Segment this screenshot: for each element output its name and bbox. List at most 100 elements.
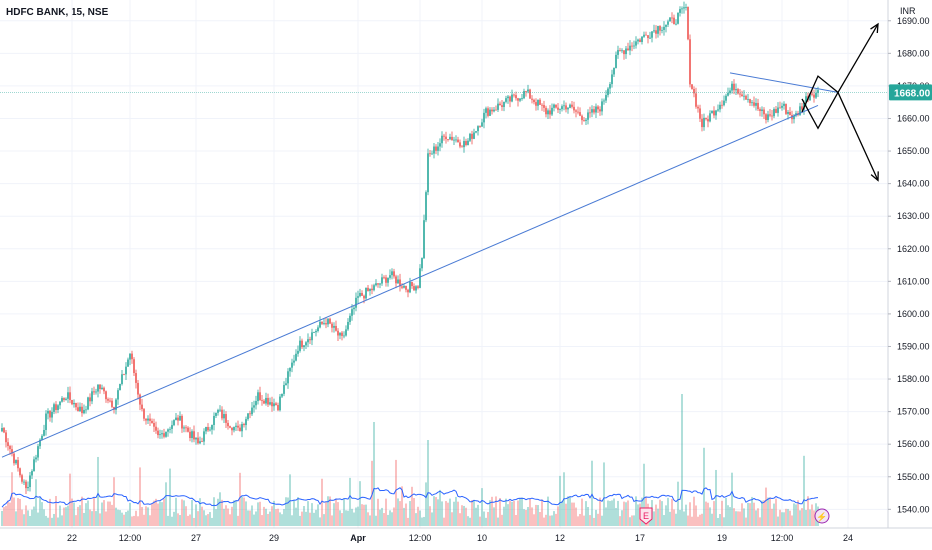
volume-bar: [343, 498, 345, 526]
volume-bar: [171, 516, 173, 526]
volume-bar: [325, 502, 327, 526]
volume-bar: [187, 515, 189, 526]
candle-body: [257, 392, 259, 402]
candle-body: [141, 404, 143, 410]
candle-body: [167, 429, 169, 432]
candle-body: [493, 109, 495, 112]
candle-body: [325, 323, 327, 325]
volume-bar: [43, 509, 45, 526]
candle-body: [331, 323, 333, 328]
time-tick-label: Apr: [350, 533, 366, 543]
volume-bar: [607, 500, 609, 526]
candle-body: [449, 136, 451, 140]
volume-bar: [617, 500, 619, 526]
candle-body: [461, 146, 463, 148]
candle-body: [611, 74, 613, 85]
candle-body: [697, 106, 699, 109]
volume-bar: [569, 497, 571, 526]
volume-bar: [593, 517, 595, 526]
volume-bar: [515, 515, 517, 526]
volume-bar: [327, 496, 329, 526]
candle-body: [145, 418, 147, 421]
candle-body: [555, 104, 557, 108]
volume-bar: [459, 513, 461, 526]
candle-body: [763, 109, 765, 115]
volume-bar: [473, 500, 475, 526]
volume-bar: [193, 517, 195, 526]
volume-bar: [743, 508, 745, 526]
candle-body: [625, 48, 627, 55]
candle-body: [217, 409, 219, 413]
volume-bar: [551, 515, 553, 526]
volume-bar: [305, 511, 307, 526]
volume-bar: [765, 487, 767, 526]
volume-bar: [303, 506, 305, 526]
drawings[interactable]: [0, 22, 888, 458]
arrow-up-head: [870, 22, 879, 34]
volume-bar: [91, 511, 93, 526]
volume-bar: [293, 500, 295, 526]
time-axis[interactable]: 22 12:00 27 29 Apr 12:00 10 12 17 19 12:00 24: [0, 527, 932, 543]
volume-bar: [457, 501, 459, 526]
candle-body: [279, 396, 281, 411]
volume-bar: [625, 502, 627, 526]
volume-bar: [423, 516, 425, 526]
candle-body: [717, 109, 719, 111]
candle-body: [275, 403, 277, 406]
volume-bar: [735, 511, 737, 526]
candle-body: [3, 427, 5, 433]
volume-bar: [795, 504, 797, 526]
candle-body: [769, 114, 771, 116]
volume-bar: [419, 510, 421, 526]
candle-body: [483, 112, 485, 123]
price-tick-label: 1600.00: [897, 309, 930, 319]
volume-bar: [129, 502, 131, 526]
volume-bar: [565, 503, 567, 526]
volume-bar: [415, 513, 417, 526]
volume-bar: [511, 501, 513, 526]
volume-bar: [539, 512, 541, 526]
candle-body: [159, 434, 161, 436]
volume-bar: [711, 513, 713, 526]
candle-body: [359, 292, 361, 297]
candle-body: [281, 393, 283, 397]
candle-body: [419, 268, 421, 288]
candle-body: [755, 102, 757, 106]
candle-body: [361, 292, 363, 296]
candle-body: [87, 397, 89, 410]
volume-bar: [211, 517, 213, 526]
candle-body: [671, 17, 673, 19]
volume-bar: [443, 517, 445, 526]
volume-bar: [621, 510, 623, 526]
volume-bar: [367, 512, 369, 526]
volume-bar: [401, 486, 403, 526]
volume-bar: [47, 517, 49, 526]
candle-body: [485, 108, 487, 113]
candle-body: [481, 122, 483, 127]
candle-body: [463, 141, 465, 148]
candle-body: [737, 89, 739, 94]
arrow-down: [837, 92, 879, 181]
candle-body: [11, 449, 13, 454]
candle-body: [445, 136, 447, 140]
volume-bar: [15, 511, 17, 526]
event-markers[interactable]: E ⚡: [639, 507, 830, 525]
volume-bar: [147, 507, 149, 526]
candle-body: [261, 400, 263, 401]
volume-bar: [321, 478, 323, 526]
candle-body: [209, 429, 211, 431]
candle-body: [239, 427, 241, 432]
price-axis[interactable]: INR1690.001680.001670.001660.001650.0016…: [887, 0, 932, 528]
volume-bar: [755, 510, 757, 526]
candle-body: [21, 475, 23, 482]
volume-bar: [125, 511, 127, 526]
candle-body: [415, 286, 417, 291]
volume-bar: [559, 475, 561, 526]
volume-bar: [289, 474, 291, 526]
volume-bar: [61, 515, 63, 526]
candle-body: [521, 98, 523, 99]
candle-body: [775, 109, 777, 113]
candle-body: [467, 140, 469, 145]
candle-body: [557, 107, 559, 110]
